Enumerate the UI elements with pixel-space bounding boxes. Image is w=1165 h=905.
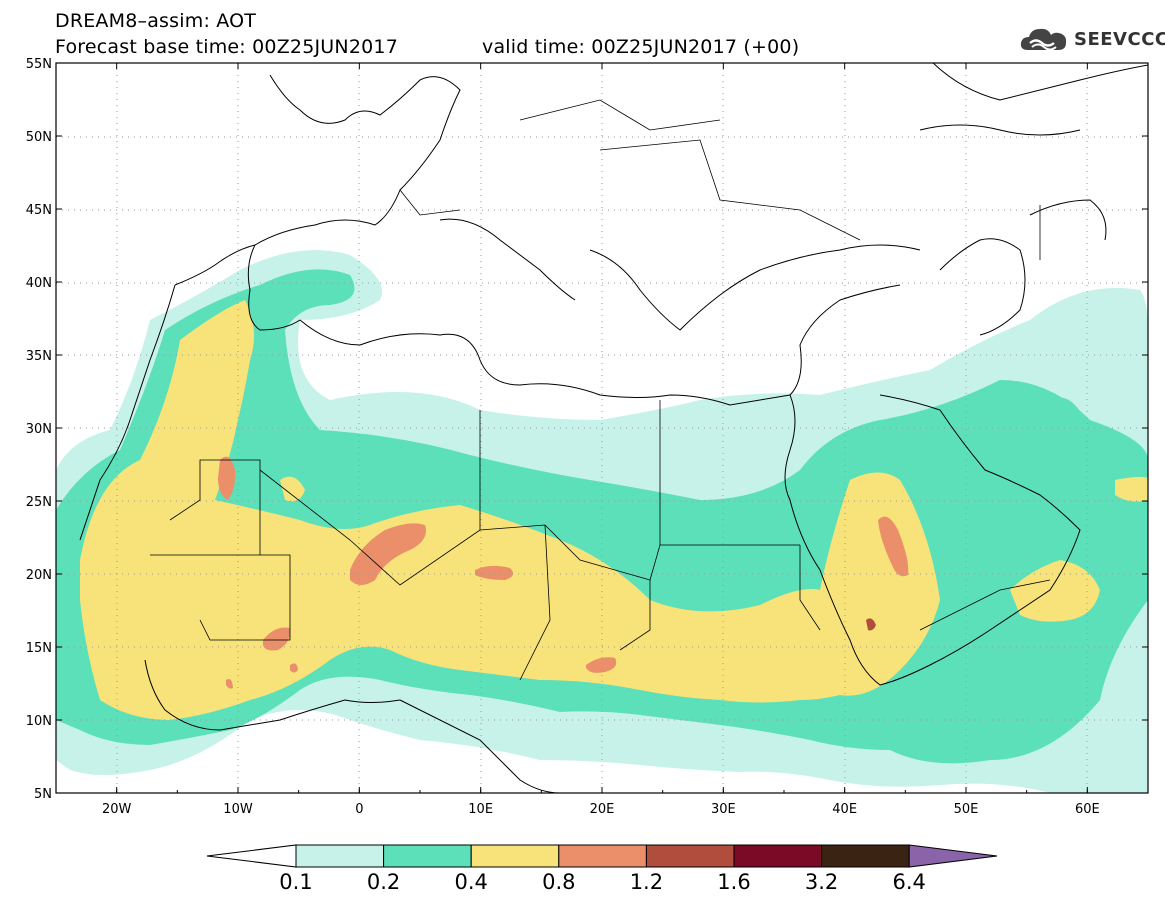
- lat-label: 15N: [26, 641, 52, 656]
- lat-label: 30N: [26, 422, 52, 437]
- lon-label: 10W: [223, 802, 253, 817]
- axis-ticks: [55, 62, 1149, 794]
- lon-label: 30E: [711, 802, 736, 817]
- coastlines: [79, 63, 1148, 793]
- graticule: [56, 63, 1148, 793]
- colorbar: [206, 844, 998, 868]
- lat-label: 55N: [26, 57, 52, 72]
- cloud-icon: [1020, 28, 1067, 51]
- colorbar-segment: [733, 844, 823, 868]
- valid-time: valid time: 00Z25JUN2017 (+00): [482, 36, 800, 58]
- colorbar-label: 0.1: [279, 870, 313, 894]
- colorbar-label: 3.2: [804, 870, 839, 894]
- lat-label: 45N: [26, 203, 52, 218]
- colorbar-label: 0.4: [454, 870, 488, 894]
- lon-label: 20E: [590, 802, 615, 817]
- borders: [150, 99, 1051, 681]
- colorbar-label: 0.2: [366, 870, 401, 894]
- lon-labels: 20W 10W 0 10E 20E 30E 40E 50E 60E: [102, 802, 1100, 817]
- lon-label: 40E: [832, 802, 857, 817]
- lat-labels: 55N 50N 45N 40N 35N 30N 25N 20N 15N 10N 5N: [26, 57, 52, 802]
- colorbar-label: 1.6: [717, 870, 751, 894]
- colorbar-low-arrow: [206, 844, 297, 868]
- colorbar-segment: [645, 844, 735, 868]
- colorbar-segment: [558, 844, 647, 868]
- lat-label: 10N: [26, 714, 52, 729]
- aot-field: [56, 250, 1148, 793]
- colorbar-segment: [295, 844, 385, 868]
- colorbar-label: 0.8: [542, 870, 576, 894]
- lat-label: 40N: [26, 276, 52, 291]
- colorbar-label: 6.4: [892, 870, 926, 894]
- lon-label: 60E: [1075, 802, 1100, 817]
- lat-label: 50N: [26, 130, 52, 145]
- colorbar-label: 1.2: [629, 870, 664, 894]
- colorbar-segment: [821, 844, 910, 868]
- lon-label: 20W: [102, 802, 132, 817]
- lon-label: 10E: [468, 802, 493, 817]
- colorbar-segment: [470, 844, 560, 868]
- seevccc-logo: SEEVCCC: [1018, 24, 1165, 54]
- lon-label: 50E: [954, 802, 979, 817]
- lat-label: 5N: [34, 787, 52, 802]
- colorbar-segment: [383, 844, 472, 868]
- colorbar-high-arrow: [908, 844, 998, 868]
- lat-label: 35N: [26, 349, 52, 364]
- logo-text: SEEVCCC: [1074, 28, 1165, 50]
- lat-label: 25N: [26, 495, 52, 510]
- lon-label: 0: [355, 802, 363, 817]
- forecast-base-time: Forecast base time: 00Z25JUN2017: [55, 36, 398, 58]
- map-title: DREAM8–assim: AOT: [55, 10, 257, 32]
- lat-label: 20N: [26, 568, 52, 583]
